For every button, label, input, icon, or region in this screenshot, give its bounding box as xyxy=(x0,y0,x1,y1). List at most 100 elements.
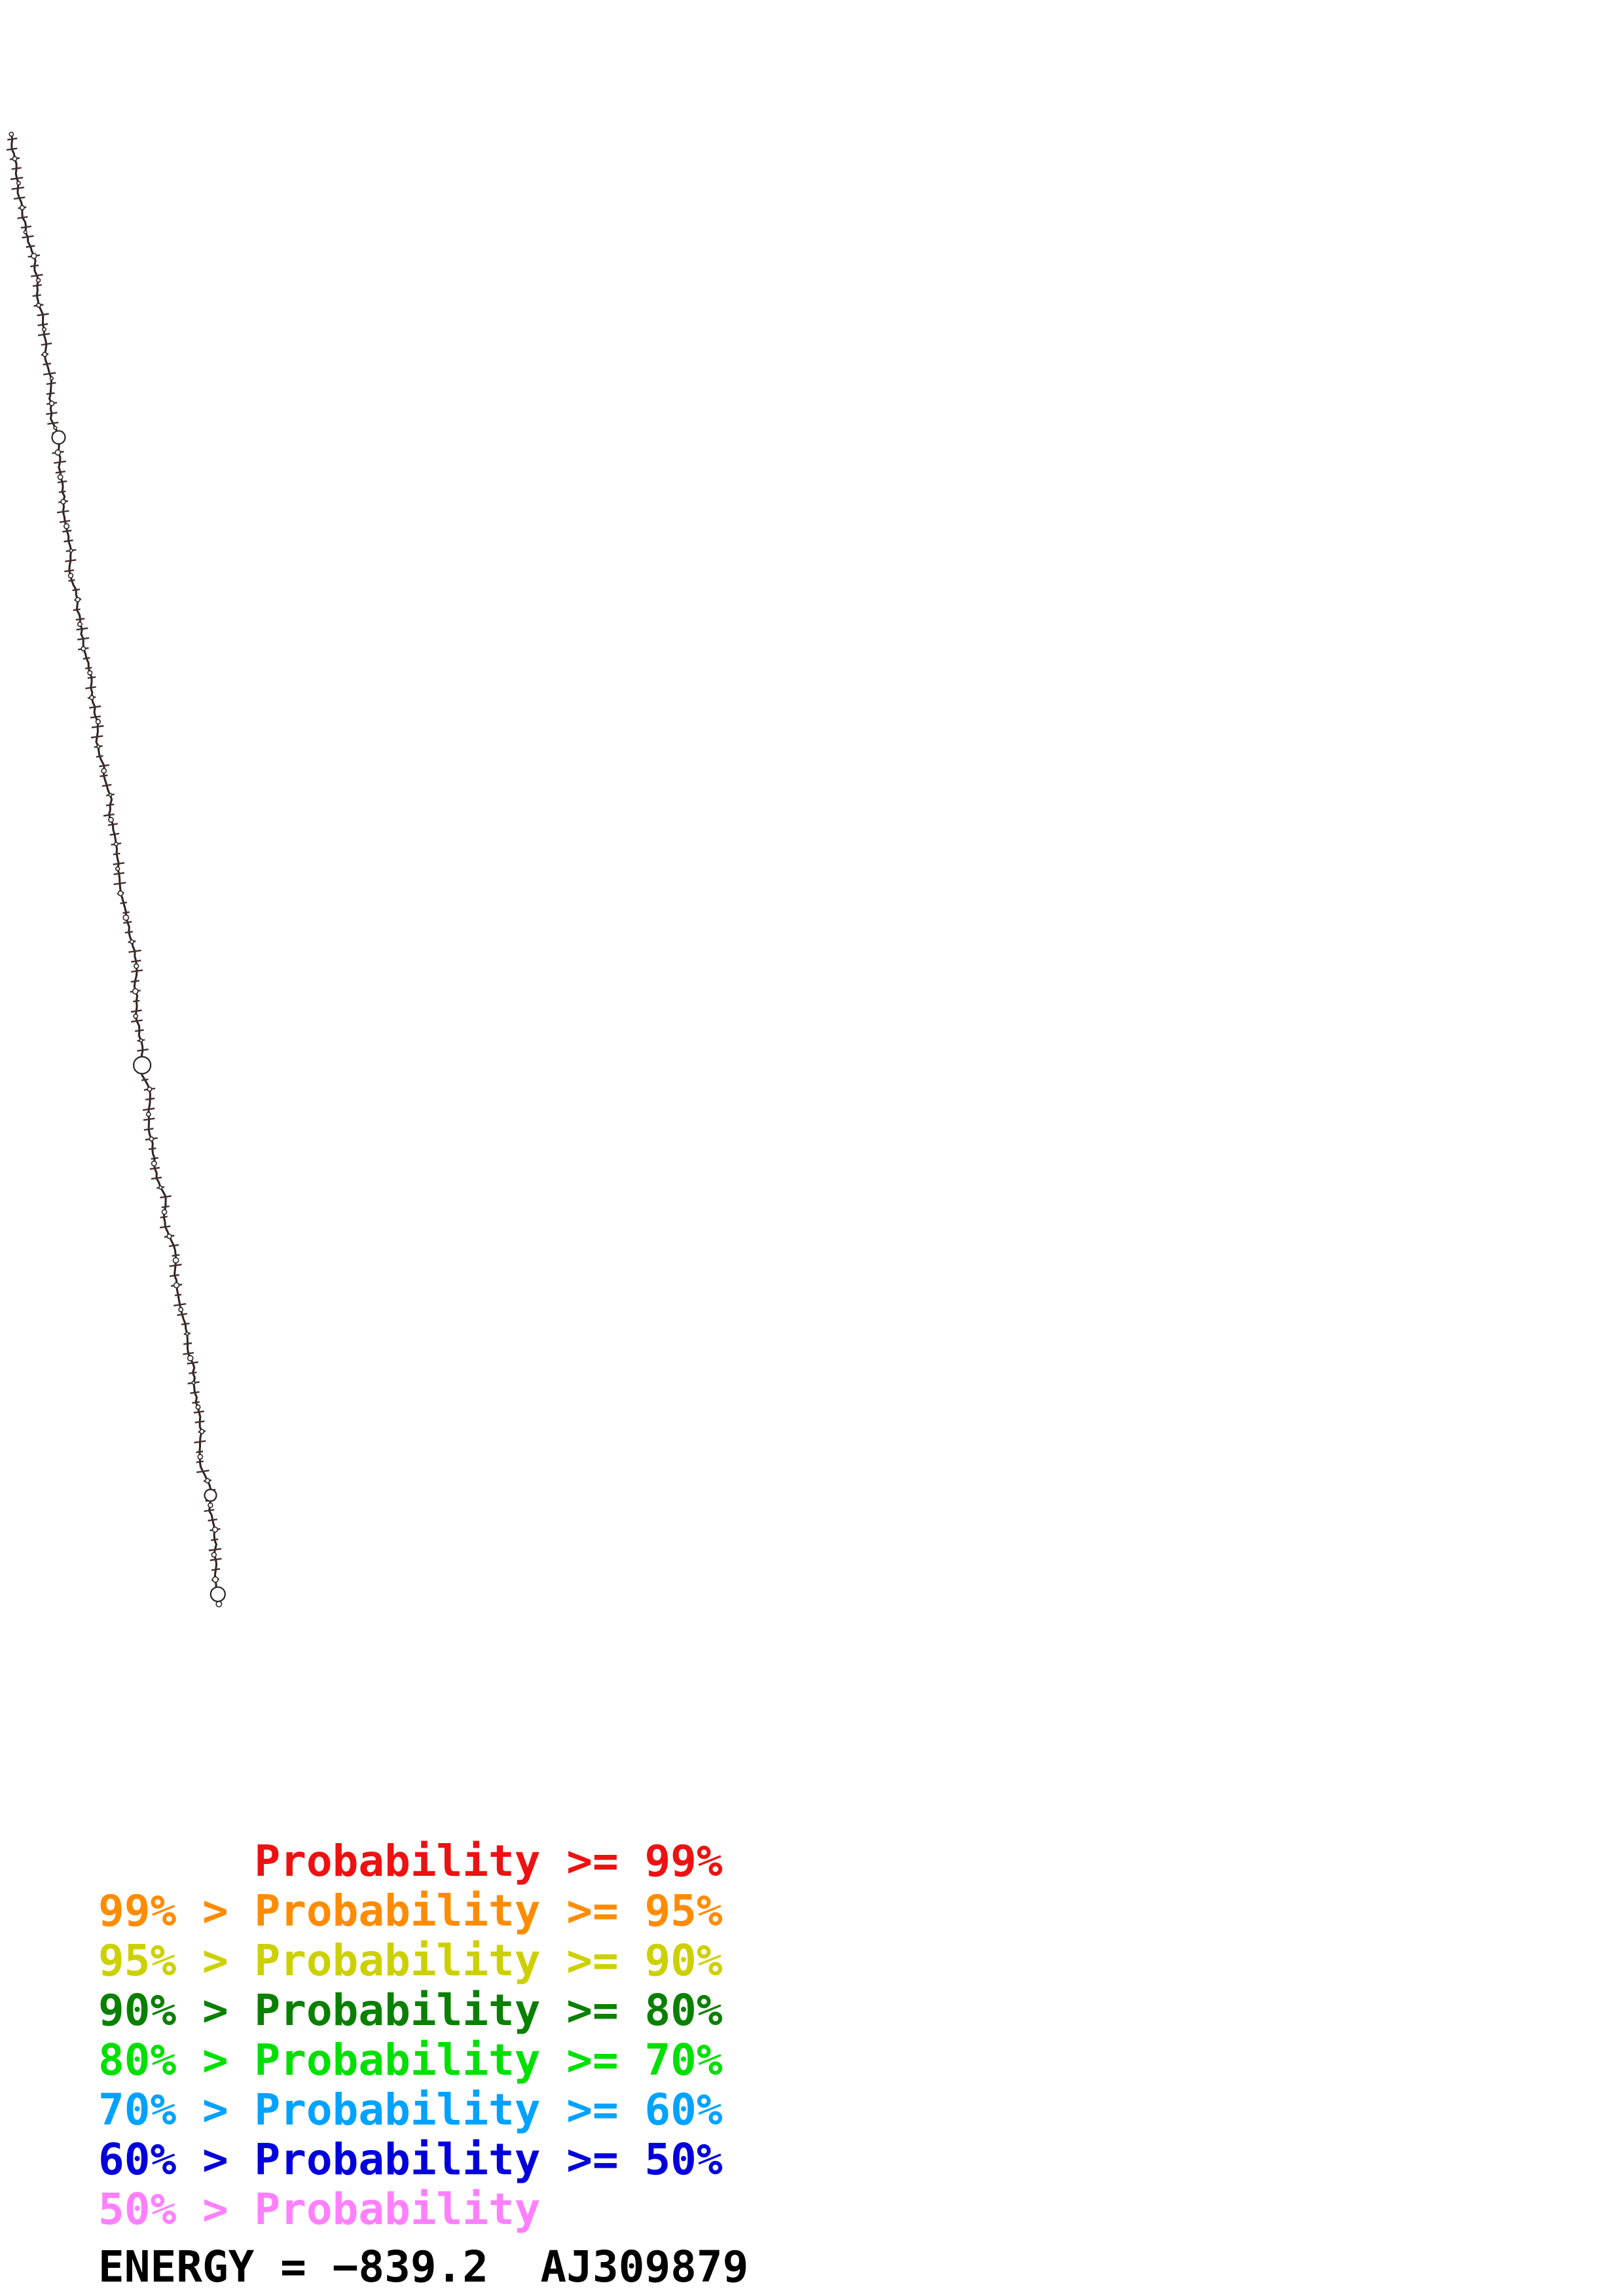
interior-loop-circle xyxy=(133,1056,152,1075)
base-pair-tick xyxy=(64,569,75,573)
base-pair-tick xyxy=(151,1157,158,1160)
base-pair-tick xyxy=(122,911,130,914)
nucleotide-bead xyxy=(208,1502,213,1509)
base-pair-tick xyxy=(99,764,110,768)
nucleotide-bead xyxy=(211,1526,219,1533)
base-pair-tick xyxy=(90,735,103,739)
base-pair-tick xyxy=(204,1509,215,1513)
base-pair-tick xyxy=(32,284,42,287)
base-pair-tick xyxy=(77,637,90,641)
base-pair-tick xyxy=(11,167,22,170)
nucleotide-bead xyxy=(178,1306,184,1312)
nucleotide-bead xyxy=(117,890,124,897)
base-pair-tick xyxy=(22,235,34,239)
base-pair-tick xyxy=(172,1254,180,1257)
base-pair-tick xyxy=(65,559,77,562)
base-pair-tick xyxy=(7,137,18,141)
nucleotide-bead xyxy=(35,278,41,283)
nucleotide-bead xyxy=(147,1086,153,1092)
base-pair-tick xyxy=(113,862,125,865)
base-pair-tick xyxy=(187,1361,198,1365)
base-pair-tick xyxy=(17,216,28,219)
nucleotide-bead xyxy=(63,523,70,529)
base-pair-tick xyxy=(59,520,71,524)
base-pair-tick xyxy=(143,1128,154,1131)
base-pair-tick xyxy=(58,490,66,493)
base-pair-tick xyxy=(183,1342,192,1345)
nucleotide-bead xyxy=(81,646,86,652)
base-pair-tick xyxy=(30,264,39,268)
legend-line: 50% > Probability xyxy=(98,2184,541,2234)
base-pair-tick xyxy=(123,921,132,924)
base-pair-tick xyxy=(57,480,67,484)
base-pair-tick xyxy=(169,1274,180,1278)
probability-legend: Probability >= 99% 99% > Probability >= 9… xyxy=(98,1837,723,2234)
base-pair-tick xyxy=(169,1263,182,1267)
interior-loop-circle xyxy=(210,1586,226,1602)
base-pair-tick xyxy=(183,1352,194,1355)
base-pair-tick xyxy=(62,529,72,533)
nucleotide-bead xyxy=(19,205,25,211)
nucleotide-bead xyxy=(36,302,41,308)
base-pair-tick xyxy=(107,823,118,826)
base-pair-tick xyxy=(46,412,58,415)
base-pair-tick xyxy=(120,901,128,905)
base-pair-tick xyxy=(113,882,126,886)
base-pair-tick xyxy=(177,1313,188,1316)
nucleotide-bead xyxy=(149,1136,155,1141)
nucleotide-bead xyxy=(108,793,113,797)
nucleotide-bead xyxy=(185,1331,189,1336)
base-pair-tick xyxy=(196,1450,204,1454)
base-pair-tick xyxy=(85,686,96,690)
base-pair-tick xyxy=(131,969,143,973)
nucleotide-bead xyxy=(172,1257,179,1264)
base-pair-tick xyxy=(100,774,108,778)
base-pair-tick xyxy=(194,1440,206,1444)
nucleotide-bead xyxy=(95,719,101,725)
nucleotide-bead xyxy=(42,351,48,357)
base-pair-tick xyxy=(109,833,120,836)
base-pair-tick xyxy=(196,1469,210,1473)
nucleotide-bead xyxy=(54,449,62,456)
base-pair-tick xyxy=(128,949,141,953)
base-pair-tick xyxy=(113,872,125,876)
base-pair-tick xyxy=(46,382,56,386)
base-pair-tick xyxy=(11,187,25,190)
legend-line: 80% > Probability >= 70% xyxy=(98,2035,723,2085)
nucleotide-bead xyxy=(211,1576,219,1583)
nucleotide-bead xyxy=(173,1282,180,1289)
base-pair-tick xyxy=(37,332,50,336)
base-pair-tick xyxy=(72,588,81,592)
base-pair-tick xyxy=(148,1147,156,1151)
nucleotide-bead xyxy=(158,1185,163,1190)
base-pair-tick xyxy=(130,1009,142,1013)
base-pair-tick xyxy=(64,539,73,543)
base-pair-tick xyxy=(13,196,26,200)
nucleotide-bead xyxy=(129,939,134,944)
base-pair-tick xyxy=(37,323,48,327)
base-pair-tick xyxy=(142,1107,155,1111)
nucleotide-bead xyxy=(53,425,58,430)
base-pair-tick xyxy=(76,627,88,631)
nucleotide-bead xyxy=(195,1404,201,1410)
base-pair-tick xyxy=(113,852,120,855)
nucleotide-bead xyxy=(9,132,14,137)
base-pair-tick xyxy=(131,960,141,963)
base-pair-tick xyxy=(160,1225,171,1229)
nucleotide-bead xyxy=(60,499,66,505)
nucleotide-bead xyxy=(115,866,120,872)
base-pair-tick xyxy=(96,755,103,758)
base-pair-tick xyxy=(85,666,92,670)
legend-line: Probability >= 99% xyxy=(98,1836,723,1886)
nucleotide-bead xyxy=(23,230,27,234)
nucleotide-bead xyxy=(89,694,94,700)
base-pair-tick xyxy=(20,225,31,229)
base-pair-tick xyxy=(137,1049,149,1052)
nucleotide-bead xyxy=(191,1380,196,1385)
nucleotide-bead xyxy=(139,1038,143,1043)
base-pair-tick xyxy=(161,1205,170,1208)
base-pair-tick xyxy=(130,980,139,983)
base-pair-tick xyxy=(145,1098,155,1101)
nucleotide-bead xyxy=(87,670,93,676)
